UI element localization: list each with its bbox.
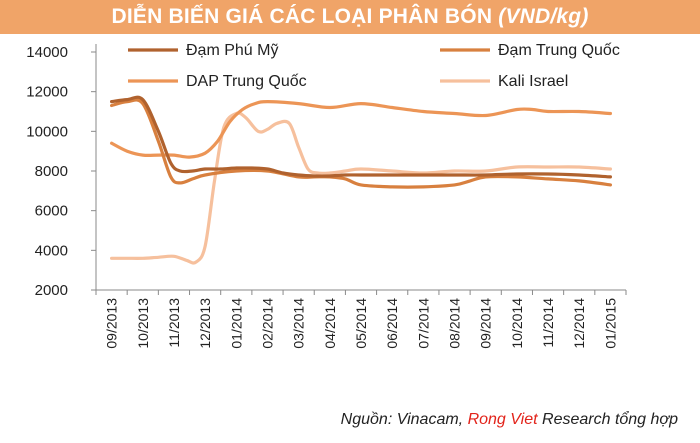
source-prefix: Nguồn: Vinacam, (340, 411, 464, 428)
x-tick-label: 03/2014 (291, 298, 307, 349)
x-tick-label: 10/2013 (135, 298, 151, 349)
x-tick-label: 02/2014 (259, 298, 275, 349)
x-tick-label: 11/2014 (540, 298, 556, 348)
x-tick-label: 06/2014 (384, 298, 400, 349)
x-tick-label: 01/2015 (602, 298, 618, 349)
series-line-3 (110, 100, 612, 159)
x-tick-label: 09/2013 (104, 298, 120, 349)
y-tick-label: 14000 (26, 44, 68, 61)
legend-label: Đạm Trung Quốc (498, 42, 620, 59)
source-note: Nguồn: Vinacam, Rong Viet Research tổng … (341, 411, 678, 429)
series-lines (110, 95, 612, 265)
y-tick-label: 6000 (35, 203, 68, 220)
y-tick-label: 10000 (26, 123, 68, 140)
x-tick-label: 11/2013 (166, 298, 182, 348)
title-banner: DIỄN BIẾN GIÁ CÁC LOẠI PHÂN BÓN (VND/kg) (0, 0, 700, 36)
x-tick-label: 10/2014 (509, 298, 525, 349)
legend: Đạm Phú Mỹ Đạm Trung Quốc DAP Trung Quốc Ka… (128, 42, 620, 90)
y-tick-label: 2000 (35, 282, 68, 299)
x-tick-label: 07/2014 (415, 298, 431, 349)
x-tick-label: 12/2014 (571, 298, 587, 349)
legend-label: Đạm Phú Mỹ (186, 42, 278, 59)
source-suffix: Research tổng hợp (542, 411, 678, 428)
legend-label: Kali Israel (498, 73, 568, 90)
x-tick-label: 09/2014 (478, 298, 494, 349)
chart-title: DIỄN BIẾN GIÁ CÁC LOẠI PHÂN BÓN (VND/kg) (0, 0, 700, 34)
chart-title-main: DIỄN BIẾN GIÁ CÁC LOẠI PHÂN BÓN (111, 5, 493, 28)
y-tick-label: 12000 (26, 84, 68, 101)
x-axis-ticks: 09/2013 10/2013 11/2013 12/2013 01/2014 02/20… (95, 290, 627, 349)
x-tick-label: 08/2014 (447, 298, 463, 349)
series-line-1 (110, 95, 612, 179)
chart-title-unit: (VND/kg) (498, 5, 589, 28)
source-highlight: Rong Viet (467, 411, 538, 428)
y-tick-label: 4000 (35, 242, 68, 259)
chart-axes (95, 44, 626, 291)
legend-label: DAP Trung Quốc (186, 73, 307, 90)
series-line-4 (110, 111, 612, 265)
x-tick-label: 05/2014 (353, 298, 369, 349)
x-tick-label: 01/2014 (228, 298, 244, 349)
y-axis-ticks: 2000 4000 6000 8000 10000 12000 14000 (26, 44, 96, 299)
y-tick-label: 8000 (35, 163, 68, 180)
x-tick-label: 04/2014 (322, 298, 338, 349)
x-tick-label: 12/2013 (197, 298, 213, 349)
